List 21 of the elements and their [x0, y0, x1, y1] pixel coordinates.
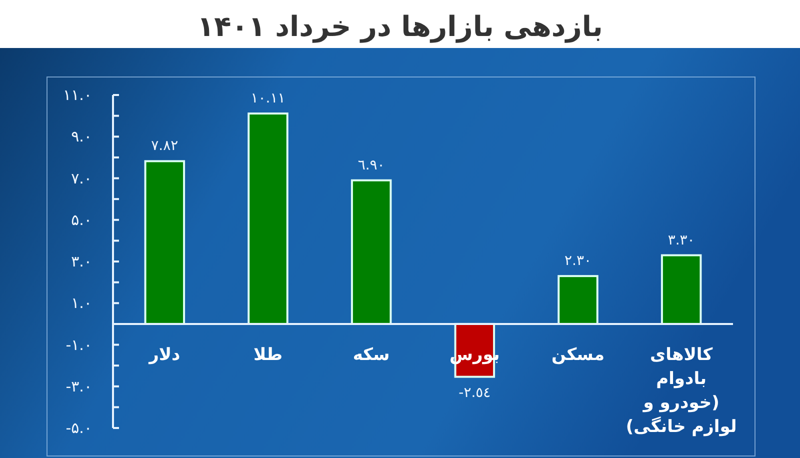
data-label: -٢.٥٤ [458, 384, 491, 401]
data-label: ٧.٨٢ [151, 138, 178, 154]
x-tick-label: طلا [254, 344, 282, 365]
data-label: ٣.٣٠ [668, 232, 695, 248]
y-tick-label: -۱.۰ [66, 336, 92, 354]
y-tick-label: ۳.۰ [71, 252, 92, 270]
data-label: ١٠.١١ [250, 90, 286, 107]
y-tick-label: -۵.۰ [66, 419, 92, 437]
data-label: ٦.٩٠ [358, 157, 385, 174]
y-tick-label: ۵.۰ [71, 210, 92, 229]
x-tick-label: مسکن [551, 344, 605, 365]
y-tick-label: ۷.۰ [71, 169, 92, 188]
y-tick-label: ۹.۰ [71, 128, 92, 146]
x-tick-label: سکه [352, 344, 390, 365]
y-tick-label: ۱.۰ [71, 294, 92, 312]
chart-title: بازدهی بازارها در خرداد ۱۴۰۱ [197, 10, 603, 43]
y-tick-label: -۳.۰ [66, 377, 92, 396]
x-tick-label: کالاهای بادوام (خودرو و لوازم خانگی) [626, 344, 737, 437]
x-tick-label: دلار [148, 344, 181, 365]
data-label: ٢.٣٠ [564, 253, 592, 270]
y-tick-label: ۱۱.۰ [63, 86, 92, 104]
